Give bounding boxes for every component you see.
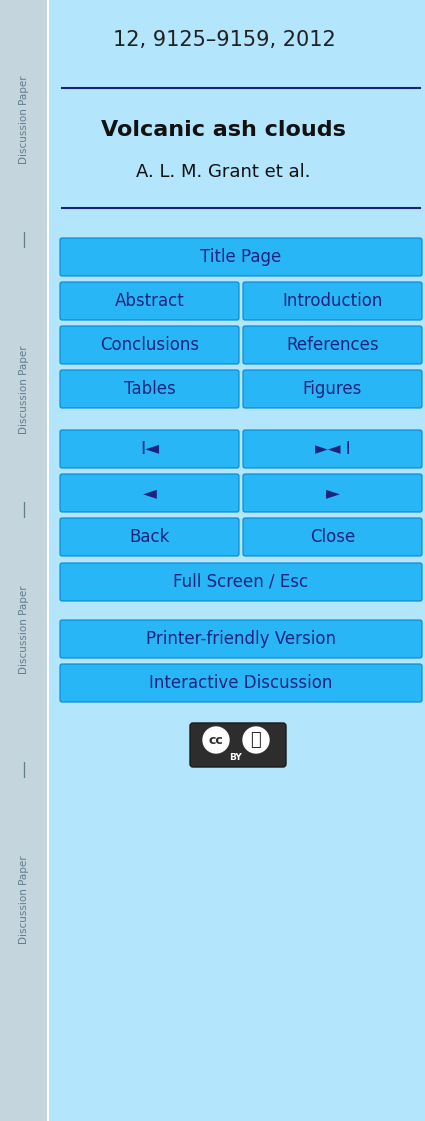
- FancyBboxPatch shape: [243, 518, 422, 556]
- FancyBboxPatch shape: [190, 723, 286, 767]
- Text: I◄: I◄: [140, 441, 159, 458]
- Text: Close: Close: [310, 528, 355, 546]
- Text: ⓘ: ⓘ: [251, 731, 261, 749]
- Text: cc: cc: [209, 733, 224, 747]
- FancyBboxPatch shape: [243, 326, 422, 364]
- FancyBboxPatch shape: [60, 620, 422, 658]
- Text: Discussion Paper: Discussion Paper: [19, 855, 29, 944]
- Text: Back: Back: [129, 528, 170, 546]
- FancyBboxPatch shape: [243, 370, 422, 408]
- Text: A. L. M. Grant et al.: A. L. M. Grant et al.: [136, 163, 310, 180]
- FancyBboxPatch shape: [60, 474, 239, 512]
- FancyBboxPatch shape: [243, 430, 422, 467]
- FancyBboxPatch shape: [60, 282, 239, 319]
- Text: Tables: Tables: [124, 380, 176, 398]
- FancyBboxPatch shape: [60, 518, 239, 556]
- Text: ◄: ◄: [142, 484, 156, 502]
- Text: |: |: [21, 502, 26, 518]
- Text: Figures: Figures: [303, 380, 362, 398]
- FancyBboxPatch shape: [60, 326, 239, 364]
- Text: Abstract: Abstract: [115, 291, 184, 311]
- Text: |: |: [21, 232, 26, 248]
- Text: Discussion Paper: Discussion Paper: [19, 585, 29, 675]
- FancyBboxPatch shape: [60, 370, 239, 408]
- Text: Discussion Paper: Discussion Paper: [19, 76, 29, 165]
- Text: ►: ►: [326, 484, 340, 502]
- Circle shape: [243, 728, 269, 753]
- FancyBboxPatch shape: [60, 430, 239, 467]
- Text: Title Page: Title Page: [200, 248, 282, 266]
- FancyBboxPatch shape: [243, 474, 422, 512]
- Text: Discussion Paper: Discussion Paper: [19, 345, 29, 434]
- Text: Introduction: Introduction: [282, 291, 382, 311]
- Circle shape: [203, 728, 229, 753]
- FancyBboxPatch shape: [60, 664, 422, 702]
- Text: Printer-friendly Version: Printer-friendly Version: [146, 630, 336, 648]
- Text: Full Screen / Esc: Full Screen / Esc: [173, 573, 309, 591]
- FancyBboxPatch shape: [60, 238, 422, 276]
- FancyBboxPatch shape: [243, 282, 422, 319]
- Text: 12, 9125–9159, 2012: 12, 9125–9159, 2012: [113, 30, 336, 50]
- Text: BY: BY: [230, 752, 242, 761]
- Bar: [0, 0, 48, 1121]
- Text: Volcanic ash clouds: Volcanic ash clouds: [101, 120, 346, 140]
- FancyBboxPatch shape: [60, 563, 422, 601]
- Text: Interactive Discussion: Interactive Discussion: [149, 674, 333, 692]
- Text: References: References: [286, 336, 379, 354]
- Text: Conclusions: Conclusions: [100, 336, 199, 354]
- Text: |: |: [21, 762, 26, 778]
- Text: ►◄ I: ►◄ I: [314, 441, 350, 458]
